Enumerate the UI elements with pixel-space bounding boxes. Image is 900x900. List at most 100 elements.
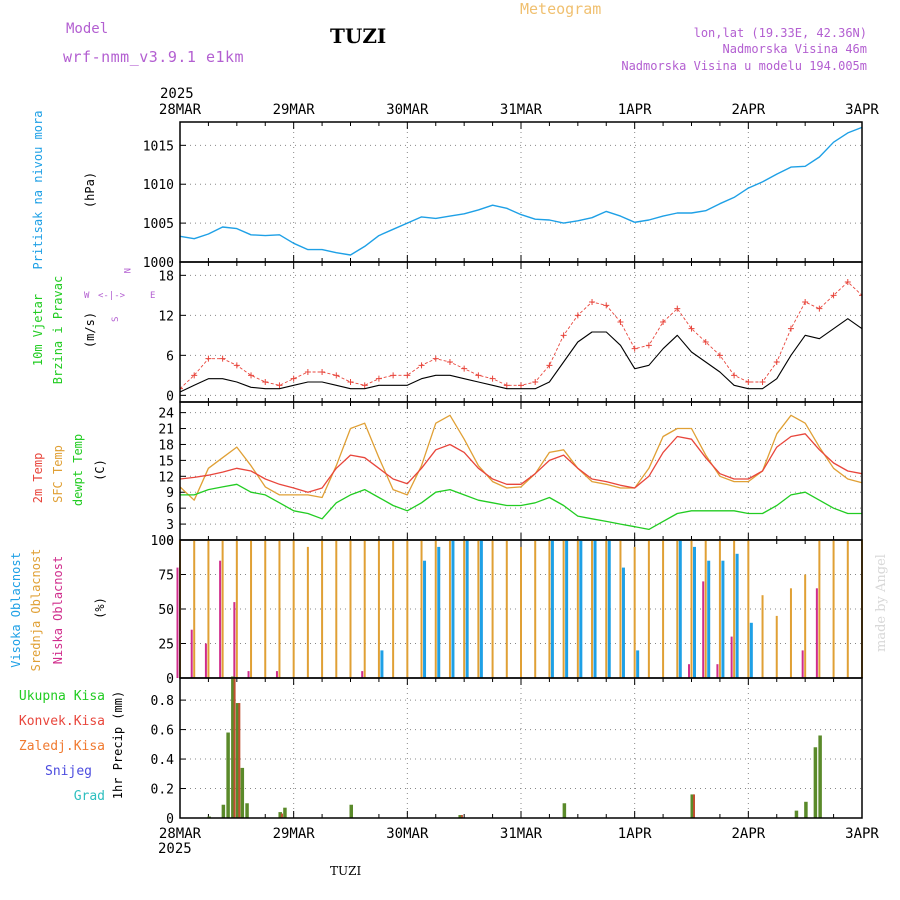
gust-marker (518, 382, 524, 389)
high-cloud-bar (479, 540, 483, 678)
ytick-label: 21 (158, 423, 174, 438)
wind-title-2: Brzina i Pravac (51, 276, 65, 384)
day-label-top: 31MAR (500, 102, 543, 118)
ytick-label: 25 (158, 638, 174, 653)
low-cloud-bar (247, 671, 250, 678)
gust-marker (660, 319, 667, 325)
legend-snijeg: Snijeg (45, 764, 92, 779)
gust-marker (191, 372, 198, 379)
mid-cloud-bar (733, 540, 736, 678)
ytick-label: 50 (158, 603, 174, 618)
low-cloud-bar (716, 664, 719, 678)
mid-cloud-bar (420, 540, 423, 678)
low-cloud-bar (176, 567, 179, 678)
gust-marker (546, 362, 553, 369)
watermark: made by Angel (874, 554, 889, 652)
ytick-label: 15 (158, 454, 174, 469)
ytick-label: 0.6 (151, 724, 174, 739)
wind-layer (180, 279, 862, 392)
gust-marker (631, 345, 638, 352)
location-title: TUZI (330, 24, 386, 48)
cloud-unit: (%) (93, 597, 107, 619)
low-cloud-bar (219, 560, 222, 678)
clouds-panel: Visoka Oblacnost Srednja Oblacnost Niska… (9, 534, 863, 687)
gust-marker (404, 372, 411, 379)
gust-marker (674, 305, 681, 312)
high-cloud-bar (550, 540, 554, 678)
convective-rain-bar (693, 794, 695, 818)
ytick-label: 0 (166, 812, 174, 827)
day-label-top: 3APR (845, 102, 879, 118)
legend-grad: Grad (74, 789, 105, 804)
gust-marker (461, 365, 468, 372)
pressure-unit: (hPa) (83, 172, 97, 208)
day-label-top: 30MAR (386, 102, 429, 118)
gust-marker (276, 382, 283, 389)
ytick-label: 6 (166, 349, 174, 364)
compass-n: N (121, 268, 131, 273)
mid-cloud-bar (747, 540, 750, 678)
mid-cloud-bar (278, 540, 281, 678)
low-cloud-title: Niska Oblacnost (51, 556, 65, 664)
ytick-label: 0.4 (151, 753, 175, 768)
temp-sfc-title: SFC Temp (51, 445, 65, 503)
wind-unit: (m/s) (83, 312, 97, 348)
gust-marker (418, 362, 425, 369)
day-label-bottom: 3APR (845, 826, 879, 842)
ytick-label: 0 (166, 389, 174, 404)
model-label: Model (66, 21, 108, 37)
high-cloud-bar (565, 540, 569, 678)
gust-marker (503, 382, 510, 389)
mid-cloud-bar (633, 546, 636, 678)
gust-marker (773, 359, 780, 365)
compass-arrows: <-|-> (98, 291, 126, 301)
ytick-label: 18 (158, 438, 174, 453)
legend-zaledj: Zaledj.Kisa (19, 739, 105, 754)
gust-marker (489, 375, 496, 382)
mid-cloud-bar (676, 540, 679, 678)
high-cloud-bar (735, 553, 739, 678)
dewpt-line (180, 483, 862, 531)
low-cloud-bar (204, 643, 207, 678)
high-cloud-bar (707, 560, 711, 678)
ytick-label: 18 (158, 269, 174, 284)
ytick-label: 1015 (143, 139, 174, 154)
total-rain-bar (818, 735, 822, 818)
mid-cloud-bar (520, 546, 522, 678)
day-label-bottom: 28MAR (159, 826, 202, 842)
mid-cloud-bar (505, 540, 508, 678)
high-cloud-bar (678, 540, 682, 678)
mid-cloud-bar (434, 540, 437, 678)
gust-marker (787, 325, 794, 332)
ytick-label: 0.8 (151, 694, 174, 709)
high-cloud-bar (451, 540, 455, 678)
high-cloud-bar (636, 650, 640, 678)
mid-cloud-bar (321, 540, 324, 678)
day-label-bottom: 1APR (618, 826, 652, 842)
day-label-bottom: 30MAR (386, 826, 429, 842)
total-rain-bar (245, 803, 249, 818)
total-rain-bar (562, 803, 567, 818)
total-rain-bar (278, 812, 282, 818)
ytick-label: 1000 (143, 256, 174, 271)
wind-speed-line (179, 318, 863, 393)
high-cloud-bar (593, 540, 597, 678)
gust-marker (333, 372, 340, 379)
high-cloud-title: Visoka Oblacnost (9, 552, 23, 668)
mid-cloud-bar (235, 540, 238, 678)
mid-cloud-bar (690, 540, 693, 678)
ytick-label: 24 (158, 407, 174, 422)
convective-rain-bar (238, 703, 241, 818)
gust-marker (390, 372, 397, 379)
total-rain-bar (240, 767, 245, 818)
gust-marker (816, 305, 823, 312)
legend-ukupna: Ukupna Kisa (19, 689, 105, 704)
low-cloud-bar (801, 650, 804, 678)
mid-cloud-bar (377, 540, 380, 678)
bottom-day-labels: 28MAR 29MAR 30MAR 31MAR 1APR 2APR 3APR (159, 826, 880, 842)
mid-cloud-bar (207, 540, 210, 678)
mid-cloud-bar (846, 540, 849, 678)
mid-cloud-bar (392, 540, 395, 678)
gust-marker (446, 359, 453, 365)
convective-rain-bar (280, 813, 283, 818)
